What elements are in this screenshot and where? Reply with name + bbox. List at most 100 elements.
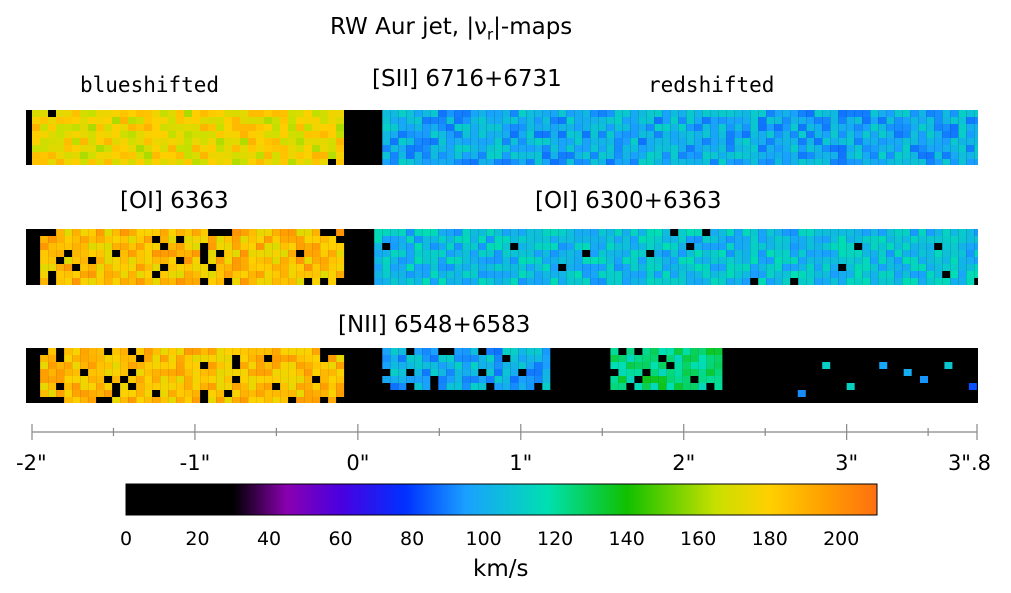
velocity-pixel (64, 110, 72, 117)
velocity-pixel (950, 152, 959, 159)
velocity-pixel (486, 124, 495, 131)
velocity-pixel (662, 243, 671, 250)
velocity-pixel (192, 152, 200, 159)
velocity-pixel (414, 264, 423, 271)
velocity-pixel (742, 145, 751, 152)
velocity-pixel (120, 271, 129, 278)
velocity-pixel (518, 383, 527, 390)
velocity-pixel (654, 124, 663, 131)
velocity-pixel (494, 348, 503, 355)
velocity-pixel (224, 397, 233, 403)
velocity-pixel (686, 236, 695, 243)
velocity-pixel (200, 264, 209, 271)
velocity-pixel (398, 362, 407, 369)
velocity-pixel (240, 152, 248, 159)
velocity-pixel (878, 145, 887, 152)
velocity-pixel (224, 271, 233, 278)
velocity-pixel (104, 131, 112, 138)
velocity-pixel (550, 124, 559, 131)
velocity-pixel (128, 390, 137, 397)
velocity-pixel (462, 110, 471, 117)
velocity-pixel (192, 145, 200, 152)
velocity-pixel (870, 271, 879, 278)
velocity-pixel (614, 243, 623, 250)
velocity-pixel (176, 250, 185, 257)
velocity-pixel (104, 369, 113, 376)
velocity-pixel (694, 110, 703, 117)
velocity-pixel (886, 271, 895, 278)
velocity-pixel (782, 124, 791, 131)
velocity-pixel (878, 152, 887, 159)
velocity-pixel (862, 271, 871, 278)
velocity-pixel (550, 159, 559, 165)
velocity-pixel (950, 131, 959, 138)
velocity-pixel (526, 152, 535, 159)
velocity-pixel (614, 152, 623, 159)
velocity-pixel (240, 362, 249, 369)
velocity-pixel (734, 243, 743, 250)
velocity-pixel (766, 236, 775, 243)
velocity-pixel (414, 152, 423, 159)
velocity-pixel (40, 110, 48, 117)
velocity-pixel (958, 110, 967, 117)
velocity-pixel (240, 383, 249, 390)
velocity-pixel (304, 355, 313, 362)
velocity-pixel (312, 362, 321, 369)
velocity-pixel (382, 362, 391, 369)
velocity-pixel (328, 117, 336, 124)
velocity-pixel (328, 383, 337, 390)
velocity-pixel (288, 257, 297, 264)
colorbar-tick-label: 20 (185, 528, 209, 550)
velocity-pixel (184, 152, 192, 159)
velocity-pixel (248, 250, 257, 257)
velocity-pixel (942, 152, 951, 159)
velocity-pixel (128, 131, 136, 138)
velocity-pixel (216, 243, 225, 250)
velocity-pixel (702, 271, 711, 278)
velocity-pixel (40, 369, 49, 376)
velocity-pixel (670, 278, 679, 285)
velocity-pixel (112, 257, 121, 264)
velocity-pixel (264, 397, 273, 403)
velocity-pixel (766, 257, 775, 264)
velocity-pixel (934, 138, 943, 145)
velocity-pixel (710, 229, 719, 236)
velocity-pixel (390, 362, 399, 369)
velocity-pixel (72, 145, 80, 152)
velocity-pixel (336, 390, 345, 397)
velocity-pixel (136, 110, 144, 117)
velocity-pixel (766, 159, 775, 165)
velocity-pixel (650, 376, 659, 383)
velocity-pixel (216, 390, 225, 397)
velocity-pixel (88, 250, 97, 257)
velocity-pixel (120, 117, 128, 124)
velocity-pixel (558, 138, 567, 145)
velocity-pixel (200, 229, 209, 236)
velocity-pixel (478, 145, 487, 152)
velocity-pixel (902, 257, 911, 264)
velocity-pixel (462, 236, 471, 243)
velocity-pixel (438, 362, 447, 369)
velocity-pixel (966, 117, 975, 124)
velocity-pixel (894, 243, 903, 250)
velocity-pixel (606, 131, 615, 138)
velocity-pixel (862, 236, 871, 243)
velocity-pixel (822, 362, 831, 369)
velocity-pixel (974, 138, 978, 145)
velocity-pixel (814, 117, 823, 124)
velocity-pixel (414, 124, 423, 131)
velocity-pixel (646, 159, 655, 165)
velocity-pixel (798, 159, 807, 165)
velocity-pixel (486, 348, 495, 355)
velocity-pixel (934, 264, 943, 271)
velocity-pixel (56, 243, 65, 250)
velocity-pixel (224, 250, 233, 257)
velocity-pixel (798, 117, 807, 124)
velocity-pixel (590, 257, 599, 264)
velocity-pixel (734, 278, 743, 285)
velocity-pixel (304, 138, 312, 145)
velocity-pixel (950, 271, 959, 278)
velocity-pixel (966, 159, 975, 165)
velocity-pixel (312, 110, 320, 117)
velocity-pixel (534, 110, 543, 117)
